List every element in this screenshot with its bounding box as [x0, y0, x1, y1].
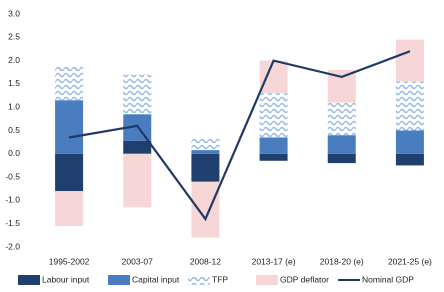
bar-segment — [259, 60, 288, 94]
x-tick-label: 2018-20 (e) — [320, 256, 364, 266]
legend-swatch — [108, 275, 130, 285]
bar-segment — [395, 153, 424, 166]
legend-swatch — [256, 275, 278, 285]
y-tick-label: -0.5 — [5, 171, 20, 181]
line-series — [68, 50, 411, 222]
bar-segment — [395, 39, 424, 82]
legend-label: GDP deflator — [280, 274, 329, 284]
x-tick-label: 2008-12 — [190, 256, 221, 266]
bar-segment — [123, 153, 152, 208]
legend-label: Nominal GDP — [362, 274, 414, 284]
bar-segment — [327, 102, 356, 136]
bar-segment — [327, 153, 356, 164]
bar-segment — [395, 130, 424, 154]
bar-segment — [123, 74, 152, 115]
y-tick-label: 2.5 — [8, 32, 20, 42]
x-tick-label: 1995-2002 — [49, 256, 90, 266]
bar-segment — [259, 137, 288, 154]
x-tick-label: 2003-07 — [122, 256, 153, 266]
y-tick-label: -2.0 — [5, 241, 20, 251]
legend-swatch — [18, 275, 40, 285]
y-tick-label: 1.5 — [8, 78, 20, 88]
bar-segment — [191, 137, 220, 151]
y-tick-label: 2.0 — [8, 55, 20, 65]
y-tick-label: 0.0 — [8, 148, 20, 158]
bar-segment — [55, 65, 84, 101]
bar-segment — [327, 135, 356, 154]
legend-label: Labour input — [42, 274, 90, 284]
y-tick-label: 0.5 — [8, 125, 20, 135]
x-tick-label: 2021-25 (e) — [388, 256, 432, 266]
x-tick-label: 2013-17 (e) — [252, 256, 296, 266]
legend-swatch — [188, 275, 210, 285]
y-tick-label: 1.0 — [8, 101, 20, 111]
legend-label: TFP — [212, 274, 228, 284]
y-tick-label: -1.0 — [5, 195, 20, 205]
y-tick-label: -1.5 — [5, 218, 20, 228]
bar-segment — [259, 93, 288, 138]
bar-segment — [191, 181, 220, 238]
bar-segment — [191, 153, 220, 182]
y-tick-label: 3.0 — [8, 8, 20, 18]
bar-segment — [259, 153, 288, 161]
bar-segment — [55, 191, 84, 227]
legend-label: Capital input — [132, 274, 180, 284]
bar-segment — [55, 153, 84, 192]
bar-segment — [55, 100, 84, 154]
bar-segment — [123, 140, 152, 154]
bar-segment — [395, 81, 424, 131]
bar-segment — [191, 150, 220, 154]
